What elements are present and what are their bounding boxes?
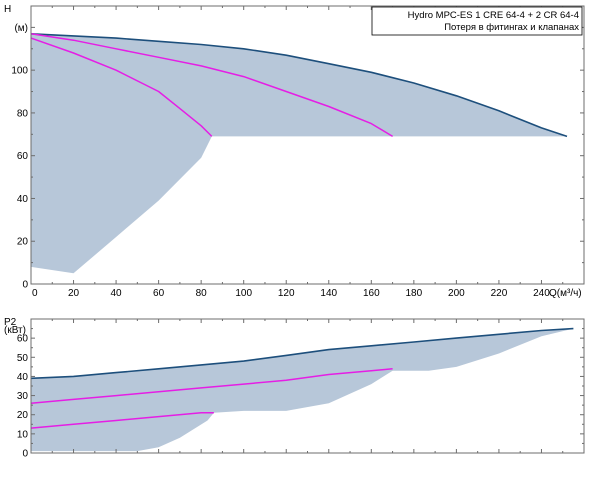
chart-1-ytick-label: 80: [17, 108, 29, 119]
chart-2-ylabel-line-2: (кВт): [4, 325, 26, 336]
chart-1-xtick-label: 20: [68, 288, 80, 299]
chart-1-ytick-label: 100: [11, 66, 28, 77]
chart-1-system-curve-3: [30, 33, 393, 138]
chart-1-xtick-label: 60: [153, 288, 165, 299]
chart-2-ytick-label: 30: [17, 391, 29, 402]
chart-2-ytick-label: 10: [17, 429, 29, 440]
chart-2-group: [30, 318, 585, 454]
chart-2-ytick-label: 40: [17, 372, 29, 383]
chart-1-ytick-label: 40: [17, 194, 29, 205]
chart-1-ylabel-line-1: H: [4, 4, 11, 15]
chart-1-operating-area: [31, 33, 567, 274]
chart-2-ytick-label: 50: [17, 353, 29, 364]
chart-1-system-curve-2: [30, 37, 213, 137]
chart-1-xtick-label: 100: [235, 288, 252, 299]
chart-1-xtick-label: 160: [363, 288, 380, 299]
chart-1-xtick-label: 80: [196, 288, 208, 299]
chart-1-xtick-label: 140: [320, 288, 337, 299]
chart-2-max-curve-1: [30, 327, 574, 380]
chart-1-ytick-label: (м): [14, 23, 28, 34]
chart-1-ytick-label: 0: [22, 280, 28, 291]
chart-1-max-curve-1: [30, 33, 568, 138]
chart-2-ytick-label: 20: [17, 410, 29, 421]
chart-2-system-curve-3: [30, 412, 214, 429]
chart-2-ytick-label: 60: [17, 334, 29, 345]
chart-1-xtick-label: 180: [406, 288, 423, 299]
chart-2-ytick-label: 0: [22, 449, 28, 460]
chart-1-legend-line-1: Hydro MPC-ES 1 CRE 64-4 + 2 CR 64-4: [408, 10, 579, 21]
chart-1-group: [30, 5, 585, 285]
chart-1-xtick-label: 120: [278, 288, 295, 299]
chart-1-xtick-label: 200: [448, 288, 465, 299]
chart-1-legend-line-2: Потеря в фитингах и клапанах: [444, 22, 579, 33]
chart-1-xtick-label: 240: [533, 288, 550, 299]
chart-2-ylabel-line-1: P2: [4, 317, 17, 328]
chart-1-xtick-label: 40: [111, 288, 123, 299]
chart-1-ytick-label: 20: [17, 237, 29, 248]
chart-1-xlabel: Q(м³/ч): [549, 288, 582, 299]
chart-1-ytick-label: 60: [17, 151, 29, 162]
chart-1-legend-box: [371, 6, 583, 36]
chart-1-xtick-label: 220: [491, 288, 508, 299]
chart-2-system-curve-2: [30, 368, 393, 404]
chart-2-operating-area: [31, 328, 574, 452]
chart-1-xtick-label: 0: [32, 288, 38, 299]
